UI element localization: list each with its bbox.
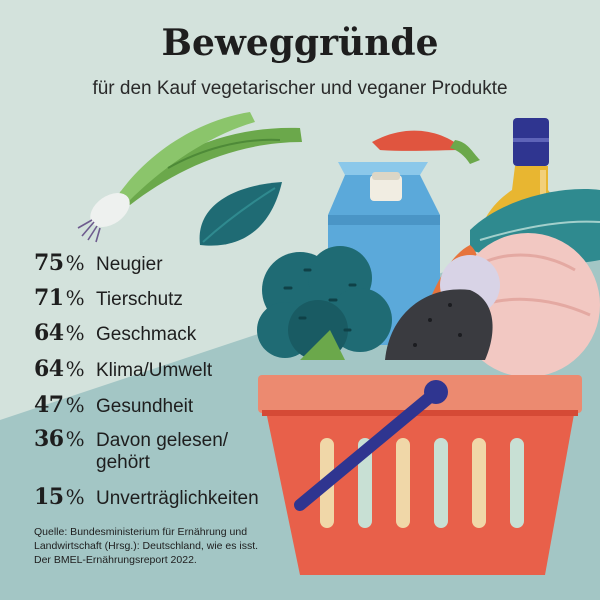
source-line: Landwirtschaft (Hrsg.): Deutschland, wie… — [34, 540, 259, 552]
source-note: Quelle: Bundesministerium für Ernährung … — [34, 525, 294, 567]
stat-label: Unverträglichkeiten — [96, 488, 259, 509]
stat-row: 64% Klima/Umwelt — [34, 356, 212, 382]
stat-value: 15 — [34, 484, 64, 510]
stat-unit: % — [65, 427, 85, 451]
source-line: Quelle: Bundesministerium für Ernährung … — [34, 526, 248, 538]
stat-value: 36 — [34, 426, 64, 452]
spinach-leaf-icon — [199, 182, 282, 246]
stat-unit: % — [65, 286, 85, 310]
stat-unit: % — [65, 485, 85, 509]
basket-icon — [258, 375, 582, 575]
stat-label: Tierschutz — [96, 289, 183, 310]
page-subtitle: für den Kauf vegetarischer und veganer P… — [92, 78, 508, 99]
stat-label: Davon gelesen/ gehört — [96, 430, 229, 473]
stat-label: Gesundheit — [96, 396, 194, 417]
stat-label: Geschmack — [96, 324, 197, 345]
stat-value: 64 — [34, 320, 64, 346]
page-title: Beweggründe — [161, 22, 439, 64]
leek-icon — [77, 112, 302, 243]
stat-row: 71% Tierschutz — [34, 285, 183, 311]
stat-value: 71 — [34, 285, 64, 311]
stat-label: Neugier — [96, 254, 163, 275]
stat-value: 47 — [34, 392, 64, 418]
source-line: Der BMEL-Ernährungsreport 2022. — [34, 554, 197, 566]
stat-value: 64 — [34, 356, 64, 382]
stat-row: 36% Davon gelesen/ gehört — [34, 426, 228, 474]
stat-unit: % — [65, 251, 85, 275]
stat-unit: % — [65, 321, 85, 345]
stat-unit: % — [65, 357, 85, 381]
broccoli-icon — [257, 246, 392, 360]
stat-row: 64% Geschmack — [34, 320, 196, 346]
chili-icon — [372, 130, 480, 164]
eggplant-icon — [385, 289, 493, 360]
stat-row: 47% Gesundheit — [34, 392, 193, 418]
stat-value: 75 — [34, 250, 64, 276]
stat-row: 15% Unverträglichkeiten — [34, 484, 259, 510]
stat-unit: % — [65, 393, 85, 417]
stat-label: Klima/Umwelt — [96, 360, 213, 381]
stat-row: 75% Neugier — [34, 250, 163, 276]
